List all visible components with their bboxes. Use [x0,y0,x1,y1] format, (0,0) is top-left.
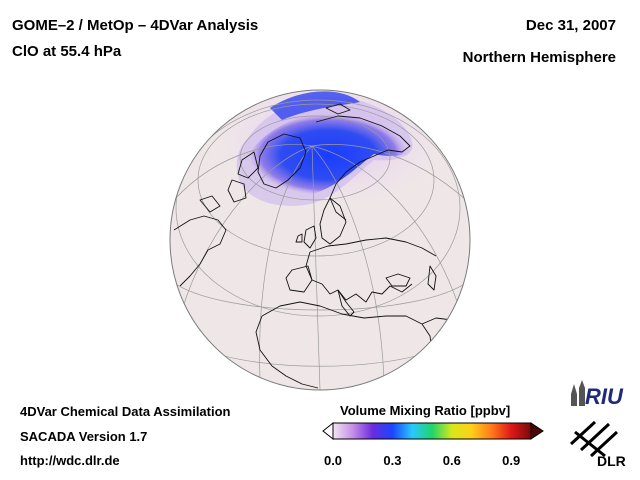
riu-logo-mark [571,380,585,406]
clo-field-top [270,91,360,120]
date-label: Dec 31, 2007 [525,17,616,34]
dlr-logo: DLR [569,420,626,469]
colorbar-title: Volume Mixing Ratio [ppbv] [340,403,511,418]
footer-version: SACADA Version 1.7 [20,429,148,444]
colorbar [322,421,544,441]
clo-field-core [248,113,409,196]
colorbar-tick-label: 0.9 [502,453,521,468]
coastlines [173,103,467,389]
colorbar-tick-label: 0.3 [383,453,402,468]
globe-map [169,89,471,391]
dlr-logo-mark [569,420,619,458]
riu-logo: RIU [571,380,624,409]
map-title: GOME–2 / MetOp – 4DVar Analysis [12,17,259,34]
colorbar-tick-label: 0.6 [442,453,461,468]
species-label: ClO at 55.4 hPa [12,43,122,60]
colorbar-tick-label: 0.0 [323,453,343,468]
colorbar-bar [332,422,532,440]
footer-url[interactable]: http://wdc.dlr.de [20,453,120,468]
globe-outline [169,89,471,391]
region-label: Northern Hemisphere [462,49,616,66]
dlr-logo-text: DLR [597,453,626,469]
footer-method: 4DVar Chemical Data Assimilation [20,404,231,419]
colorbar-max-arrow [530,422,544,440]
riu-logo-text: RIU [585,384,624,409]
colorbar-min-arrow [322,421,334,441]
